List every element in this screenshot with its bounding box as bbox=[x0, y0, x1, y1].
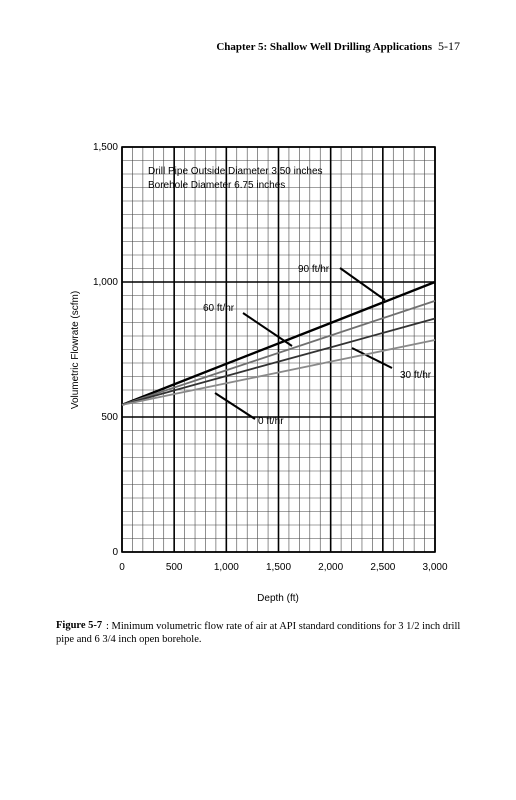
series-label: 60 ft/hr bbox=[203, 303, 235, 314]
leader-line bbox=[242, 312, 293, 347]
x-tick-label: 1,500 bbox=[266, 562, 291, 573]
x-tick-label: 0 bbox=[119, 562, 125, 573]
x-tick-label: 2,500 bbox=[370, 562, 395, 573]
running-header: Chapter 5: Shallow Well Drilling Applica… bbox=[216, 41, 432, 53]
x-axis-label: Depth (ft) bbox=[257, 593, 299, 604]
y-tick-label: 1,500 bbox=[93, 142, 118, 153]
y-tick-label: 0 bbox=[112, 547, 118, 558]
x-tick-label: 500 bbox=[166, 562, 183, 573]
chart: 0 500 1,000 1,500 2,000 2,500 3,000 0 500 1,000 1,… bbox=[93, 142, 448, 573]
series-line bbox=[121, 317, 436, 406]
series-label: 30 ft/hr bbox=[400, 370, 432, 381]
series-line bbox=[121, 339, 436, 406]
y-tick-label: 500 bbox=[101, 412, 118, 423]
x-tick-label: 2,000 bbox=[318, 562, 343, 573]
series-line bbox=[121, 280, 436, 406]
x-tick-label: 1,000 bbox=[214, 562, 239, 573]
page-number: 5-17 bbox=[438, 39, 460, 53]
series-label: 90 ft/hr bbox=[298, 264, 330, 275]
leader-line bbox=[351, 347, 393, 369]
caption-label: Figure 5-7 bbox=[56, 620, 102, 631]
caption: Figure 5-7 bbox=[56, 620, 102, 631]
y-axis-label: Volumetric Flowrate (scfm) bbox=[70, 291, 81, 409]
caption-text: : Minimum volumetric flow rate of air at… bbox=[56, 621, 461, 645]
series-label: 0 ft/hr bbox=[258, 416, 284, 427]
y-tick-label: 1,000 bbox=[93, 277, 118, 288]
annotation: Drill Pipe Outside Diameter 3.50 inches bbox=[148, 166, 323, 177]
plot-frame bbox=[121, 146, 436, 553]
x-tick-label: 3,000 bbox=[422, 562, 447, 573]
leader-line bbox=[214, 392, 256, 420]
series-line bbox=[121, 300, 436, 406]
annotation: Borehole Diameter 6.75 inches bbox=[148, 180, 285, 191]
leader-line bbox=[339, 267, 386, 301]
